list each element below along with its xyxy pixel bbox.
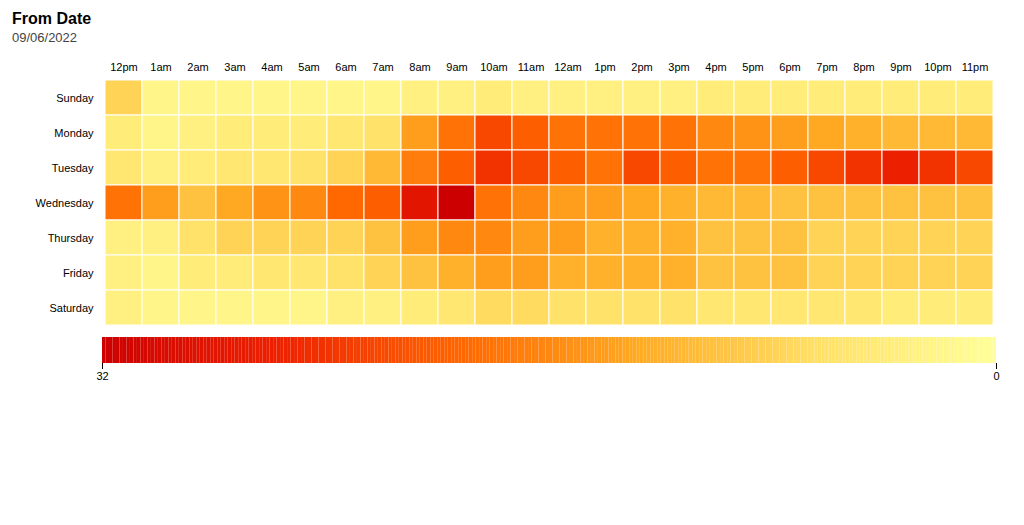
svg-text:0: 0 [993, 370, 999, 382]
svg-text:4am: 4am [261, 61, 282, 73]
svg-text:2am: 2am [187, 61, 208, 73]
svg-text:1am: 1am [150, 61, 171, 73]
svg-text:3pm: 3pm [668, 61, 689, 73]
svg-text:Saturday: Saturday [49, 302, 94, 314]
svg-text:8pm: 8pm [853, 61, 874, 73]
html-text:09/06/2022: 09/06/2022 [12, 30, 78, 45]
svg-text:2pm: 2pm [631, 61, 652, 73]
svg-text:3am: 3am [224, 61, 245, 73]
svg-text:7pm: 7pm [816, 61, 837, 73]
svg-text:11am: 11am [518, 61, 545, 73]
svg-text:8am: 8am [409, 61, 430, 73]
svg-text:12pm: 12pm [110, 61, 138, 73]
svg-text:Wednesday: Wednesday [36, 197, 94, 209]
svg-text:5am: 5am [298, 61, 319, 73]
svg-text:9am: 9am [446, 61, 467, 73]
svg-text:6am: 6am [335, 61, 356, 73]
svg-text:Sunday: Sunday [56, 92, 94, 104]
svg-text:Monday: Monday [54, 127, 94, 139]
svg-text:9pm: 9pm [890, 61, 911, 73]
svg-text:Thursday: Thursday [48, 232, 94, 244]
svg-text:4pm: 4pm [705, 61, 726, 73]
svg-text:1pm: 1pm [594, 61, 615, 73]
svg-text:10am: 10am [480, 61, 508, 73]
svg-text:5pm: 5pm [742, 61, 763, 73]
svg-text:32: 32 [96, 370, 108, 382]
svg-text:12am: 12am [554, 61, 582, 73]
svg-text:Friday: Friday [63, 267, 94, 279]
svg-text:11pm: 11pm [962, 61, 989, 73]
svg-text:10pm: 10pm [924, 61, 952, 73]
svg-text:7am: 7am [372, 61, 393, 73]
svg-text:Tuesday: Tuesday [52, 162, 94, 174]
svg-text:6pm: 6pm [779, 61, 800, 73]
html-text:From Date: From Date [12, 10, 92, 27]
